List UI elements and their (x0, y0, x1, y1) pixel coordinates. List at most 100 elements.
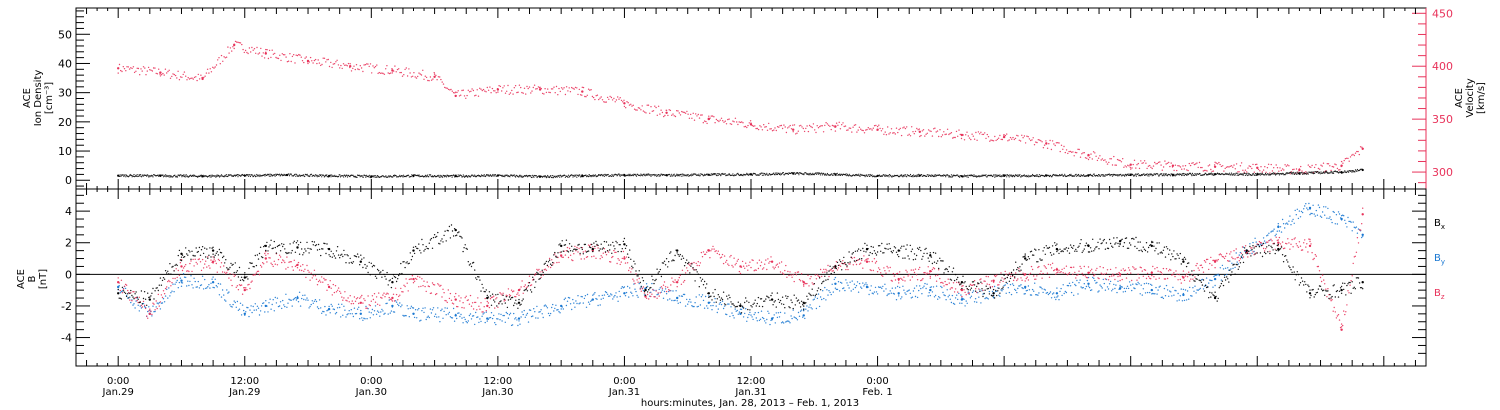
bz-sample (223, 265, 225, 267)
velocity-sample (976, 139, 978, 141)
ion-density-sample (302, 174, 304, 176)
ion-density-sample (914, 175, 917, 177)
by-sample (831, 283, 833, 285)
ion-density-sample (576, 176, 578, 178)
by-sample (861, 287, 863, 289)
by-sample (1061, 294, 1063, 297)
by-sample (1295, 214, 1298, 216)
velocity-sample (257, 53, 259, 55)
bz-sample (484, 297, 486, 300)
bz-sample (301, 269, 303, 272)
velocity-sample (676, 110, 678, 112)
velocity-sample (1340, 165, 1342, 168)
bz-sample (496, 297, 498, 299)
ion-density-sample (741, 173, 743, 176)
velocity-sample (1346, 157, 1348, 159)
by-sample (1346, 226, 1348, 228)
by-sample (265, 300, 267, 302)
by-sample (129, 296, 131, 298)
bz-sample (404, 285, 406, 288)
ion-density-sample (698, 173, 700, 175)
velocity-sample (541, 92, 544, 95)
bz-sample (191, 270, 193, 273)
bz-sample (636, 279, 638, 281)
by-sample (764, 320, 766, 322)
bz-sample (457, 306, 459, 308)
ion-density-sample (670, 175, 672, 177)
ion-density-sample (1092, 175, 1094, 177)
ion-density-sample (1173, 173, 1175, 175)
ion-density-sample (635, 174, 637, 176)
by-sample (1151, 284, 1153, 286)
by-sample (591, 299, 593, 301)
velocity-sample (372, 65, 374, 67)
ion-density-sample (1311, 172, 1313, 174)
ion-density-sample (333, 175, 335, 177)
velocity-sample (395, 71, 397, 73)
by-sample (180, 285, 183, 287)
ion-density-sample (1087, 175, 1090, 177)
ion-density-sample (1209, 173, 1211, 175)
velocity-sample (812, 123, 815, 125)
bz-sample (528, 275, 531, 277)
ion-density-sample (1329, 172, 1331, 174)
bz-sample (406, 282, 408, 284)
by-sample (192, 287, 194, 289)
velocity-point (454, 94, 457, 98)
by-sample (359, 318, 361, 320)
ion-density-sample (1278, 173, 1280, 175)
ion-density-sample (428, 176, 430, 178)
left-tick-label: 10 (58, 145, 72, 158)
by-sample (272, 299, 274, 301)
ion-density-sample (710, 173, 712, 175)
bz-sample (135, 296, 137, 299)
ion-density-sample (916, 174, 919, 176)
velocity-sample (1076, 152, 1078, 154)
by-sample (785, 321, 787, 323)
by-sample (329, 312, 331, 314)
by-sample (1089, 289, 1092, 292)
bz-sample (355, 298, 358, 300)
by-sample (1324, 214, 1326, 216)
by-sample (1308, 202, 1310, 205)
velocity-sample (163, 74, 165, 76)
velocity-sample (1293, 168, 1295, 170)
by-sample (1307, 209, 1309, 211)
bz-sample (557, 256, 559, 259)
bz-sample (273, 260, 275, 262)
velocity-sample (447, 88, 450, 91)
by-sample (1012, 284, 1015, 287)
by-sample (526, 312, 529, 315)
by-sample (541, 313, 543, 315)
by-sample (1321, 211, 1324, 213)
velocity-sample (155, 72, 157, 75)
ion-density-sample (480, 175, 482, 177)
velocity-sample (764, 126, 766, 128)
by-sample (1165, 284, 1168, 287)
velocity-sample (501, 90, 503, 92)
ion-density-sample (453, 174, 455, 176)
ion-density-sample (280, 174, 282, 176)
ion-density-sample (1194, 173, 1196, 175)
by-sample (375, 313, 378, 315)
velocity-sample (511, 89, 513, 92)
velocity-sample (873, 125, 876, 127)
by-sample (430, 312, 433, 314)
velocity-sample (1145, 162, 1147, 164)
velocity-sample (1032, 137, 1034, 139)
by-sample (1127, 287, 1130, 290)
velocity-sample (811, 126, 813, 129)
ion-density-sample (762, 172, 764, 174)
by-sample (823, 297, 825, 300)
bz-sample (150, 310, 152, 312)
by-sample (311, 300, 313, 302)
bz-point (897, 277, 900, 281)
ion-density-sample (706, 173, 708, 175)
velocity-sample (139, 74, 141, 76)
velocity-sample (213, 67, 215, 69)
by-sample (792, 309, 794, 311)
by-sample (793, 316, 795, 318)
by-sample (1150, 283, 1152, 286)
ion-density-sample (123, 175, 125, 178)
bz-sample (375, 296, 378, 298)
